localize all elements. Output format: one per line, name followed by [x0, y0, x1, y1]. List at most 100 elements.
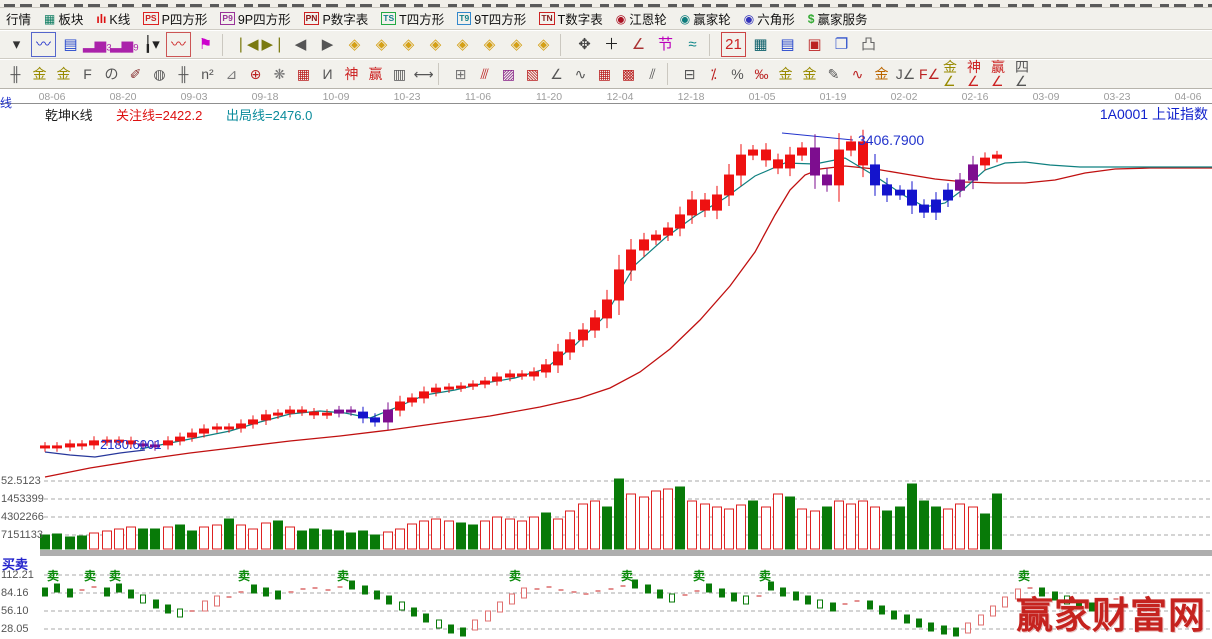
tool-icon-button[interactable]: ⫽	[649, 66, 656, 82]
tool-icon-button[interactable]: %	[731, 66, 744, 82]
indicator-mark	[165, 604, 171, 614]
tool-icon-button[interactable]: ▶	[321, 36, 334, 53]
tool-icon-button[interactable]: ▂▅₃	[82, 36, 113, 53]
tool-icon-button[interactable]: の	[104, 66, 119, 82]
tool-icon-button[interactable]: ▨	[501, 66, 516, 82]
main-toolbar-button-12[interactable]: $ 赢家服务	[808, 9, 868, 28]
tool-icon-button[interactable]: ▩	[621, 66, 636, 82]
date-tick: 04-06	[1174, 91, 1202, 103]
main-toolbar-button-5[interactable]: PN P数字表	[303, 9, 368, 28]
tool-icon-button[interactable]: 四∠	[1015, 59, 1029, 89]
tool-icon-button[interactable]: ⁒	[710, 66, 717, 82]
tool-icon-button[interactable]: ▦	[597, 66, 612, 82]
tool-icon-button[interactable]: ⊟	[683, 66, 696, 82]
tool-icon-button[interactable]: 〰	[31, 32, 56, 57]
tool-icon-button[interactable]: ⟷	[413, 66, 434, 82]
tool-icon-button[interactable]: 节	[657, 36, 673, 53]
tool-icon-button[interactable]: F	[83, 66, 92, 82]
tool-icon-button[interactable]: ⊞	[454, 66, 467, 82]
volume-bar	[431, 518, 441, 550]
tool-icon-button[interactable]: n²	[201, 66, 214, 82]
tool-icon-button[interactable]: ╫	[10, 66, 21, 82]
main-toolbar-button-7[interactable]: T9 9T四方形	[457, 9, 526, 28]
tool-icon-button[interactable]: ⊿	[225, 66, 238, 82]
tool-icon-button[interactable]: 金∠	[943, 59, 957, 89]
tool-icon-button[interactable]: ∿	[851, 66, 864, 82]
tool-icon-button[interactable]: 赢∠	[991, 59, 1005, 89]
main-toolbar-button-3[interactable]: PS P四方形	[143, 9, 207, 28]
main-toolbar-button-8[interactable]: TN T数字表	[539, 9, 603, 28]
tool-icon-button[interactable]: ❐	[834, 36, 849, 53]
volume-bar	[419, 520, 429, 550]
tool-icon-button[interactable]: ◈	[402, 36, 415, 53]
tool-icon-button[interactable]: ⚑	[198, 36, 213, 53]
indicator-mark	[891, 610, 897, 620]
tool-icon-button[interactable]: ✐	[129, 66, 142, 82]
indicator-mark	[91, 586, 97, 588]
candle	[663, 227, 673, 236]
tool-icon-button[interactable]: 21	[721, 32, 746, 57]
tool-icon-button[interactable]: ‰	[754, 66, 769, 82]
tool-icon-button[interactable]: 金	[874, 66, 889, 82]
volume-bar	[224, 518, 234, 550]
volume-axis-label: 52.5123	[1, 475, 41, 487]
tool-icon-button[interactable]: ❋	[273, 66, 286, 82]
tool-icon-button[interactable]: ▧	[525, 66, 540, 82]
tool-icon-button[interactable]: ❘◀	[234, 36, 259, 53]
tool-icon-button[interactable]: 神	[344, 66, 359, 82]
tool-icon-button[interactable]: ＋	[603, 36, 619, 53]
sell-signal-marker: 卖	[758, 569, 772, 583]
tool-icon-button[interactable]: ◈	[456, 36, 469, 53]
tool-icon-button[interactable]: ▦	[296, 66, 311, 82]
tool-icon-button[interactable]: ✥	[578, 36, 591, 53]
tool-icon-button[interactable]: ◈	[348, 36, 361, 53]
tool-icon-button[interactable]: ∿	[574, 66, 587, 82]
tool-icon-button[interactable]: ∠	[631, 36, 646, 53]
tool-icon-button[interactable]: ◍	[153, 66, 166, 82]
tool-icon-button[interactable]: 〰	[166, 32, 191, 57]
main-toolbar-button-2[interactable]: ılı K线	[96, 9, 130, 28]
tool-icon-button[interactable]: 金	[802, 66, 817, 82]
main-toolbar-button-9[interactable]: ◉ 江恩轮	[616, 9, 667, 28]
tool-icon-button[interactable]: ▤	[63, 36, 78, 53]
main-toolbar-button-10[interactable]: ◉ 赢家轮	[680, 9, 731, 28]
tool-icon-button[interactable]: 神∠	[967, 59, 981, 89]
tool-icon-button[interactable]: ◈	[375, 36, 388, 53]
tool-icon-button[interactable]: ◈	[510, 36, 523, 53]
tool-icon-button[interactable]: ✎	[827, 66, 840, 82]
tool-icon-button[interactable]: ▶❘	[261, 36, 286, 53]
tool-icon-button[interactable]: 凸	[860, 36, 876, 53]
main-toolbar-button-1[interactable]: ▦ 板块	[44, 9, 83, 28]
tool-icon-button[interactable]: F∠	[918, 66, 941, 82]
tool-icon-button[interactable]: 金	[56, 66, 71, 82]
volume-bar	[89, 532, 99, 550]
tool-icon-button[interactable]: ◈	[483, 36, 496, 53]
main-toolbar-button-4[interactable]: P9 9P四方形	[220, 9, 291, 28]
tool-icon-button[interactable]: ⫻	[480, 66, 489, 82]
tool-icon-button[interactable]: И	[322, 66, 333, 82]
tool-icon-button[interactable]: ╫	[178, 66, 189, 82]
main-toolbar-button-0[interactable]: 行情	[6, 9, 31, 28]
tool-icon-button[interactable]: 赢	[368, 66, 383, 82]
tool-icon-button[interactable]: ▾	[12, 36, 21, 53]
tool-icon-button[interactable]: ▂▅₉	[109, 36, 140, 53]
tool-icon-button[interactable]: J∠	[895, 66, 916, 82]
tool-icon-button[interactable]: ▤	[780, 36, 795, 53]
tool-icon-button[interactable]: ▥	[392, 66, 407, 82]
tool-icon-button[interactable]: ∠	[550, 66, 563, 82]
tool-icon-button[interactable]: ◀	[294, 36, 307, 53]
tool-icon-button[interactable]: ≈	[688, 36, 697, 53]
tool-icon-button[interactable]: ▦	[753, 36, 768, 53]
clipped-left-tab-label[interactable]: 线	[0, 96, 13, 110]
main-toolbar-button-6[interactable]: TS T四方形	[381, 9, 444, 28]
tool-icon-button[interactable]: ╽▾	[143, 36, 160, 53]
indicator-mark	[1002, 596, 1008, 608]
tool-icon-button[interactable]: 金	[778, 66, 793, 82]
main-toolbar-button-11[interactable]: ◉ 六角形	[744, 9, 795, 28]
tool-icon-button[interactable]: ◈	[429, 36, 442, 53]
tool-icon-button[interactable]: 金	[32, 66, 47, 82]
tool-icon-button[interactable]: ◈	[537, 36, 550, 53]
tool-icon-button[interactable]: ▣	[807, 36, 822, 53]
tool-icon-button[interactable]: ⊕	[249, 66, 262, 82]
